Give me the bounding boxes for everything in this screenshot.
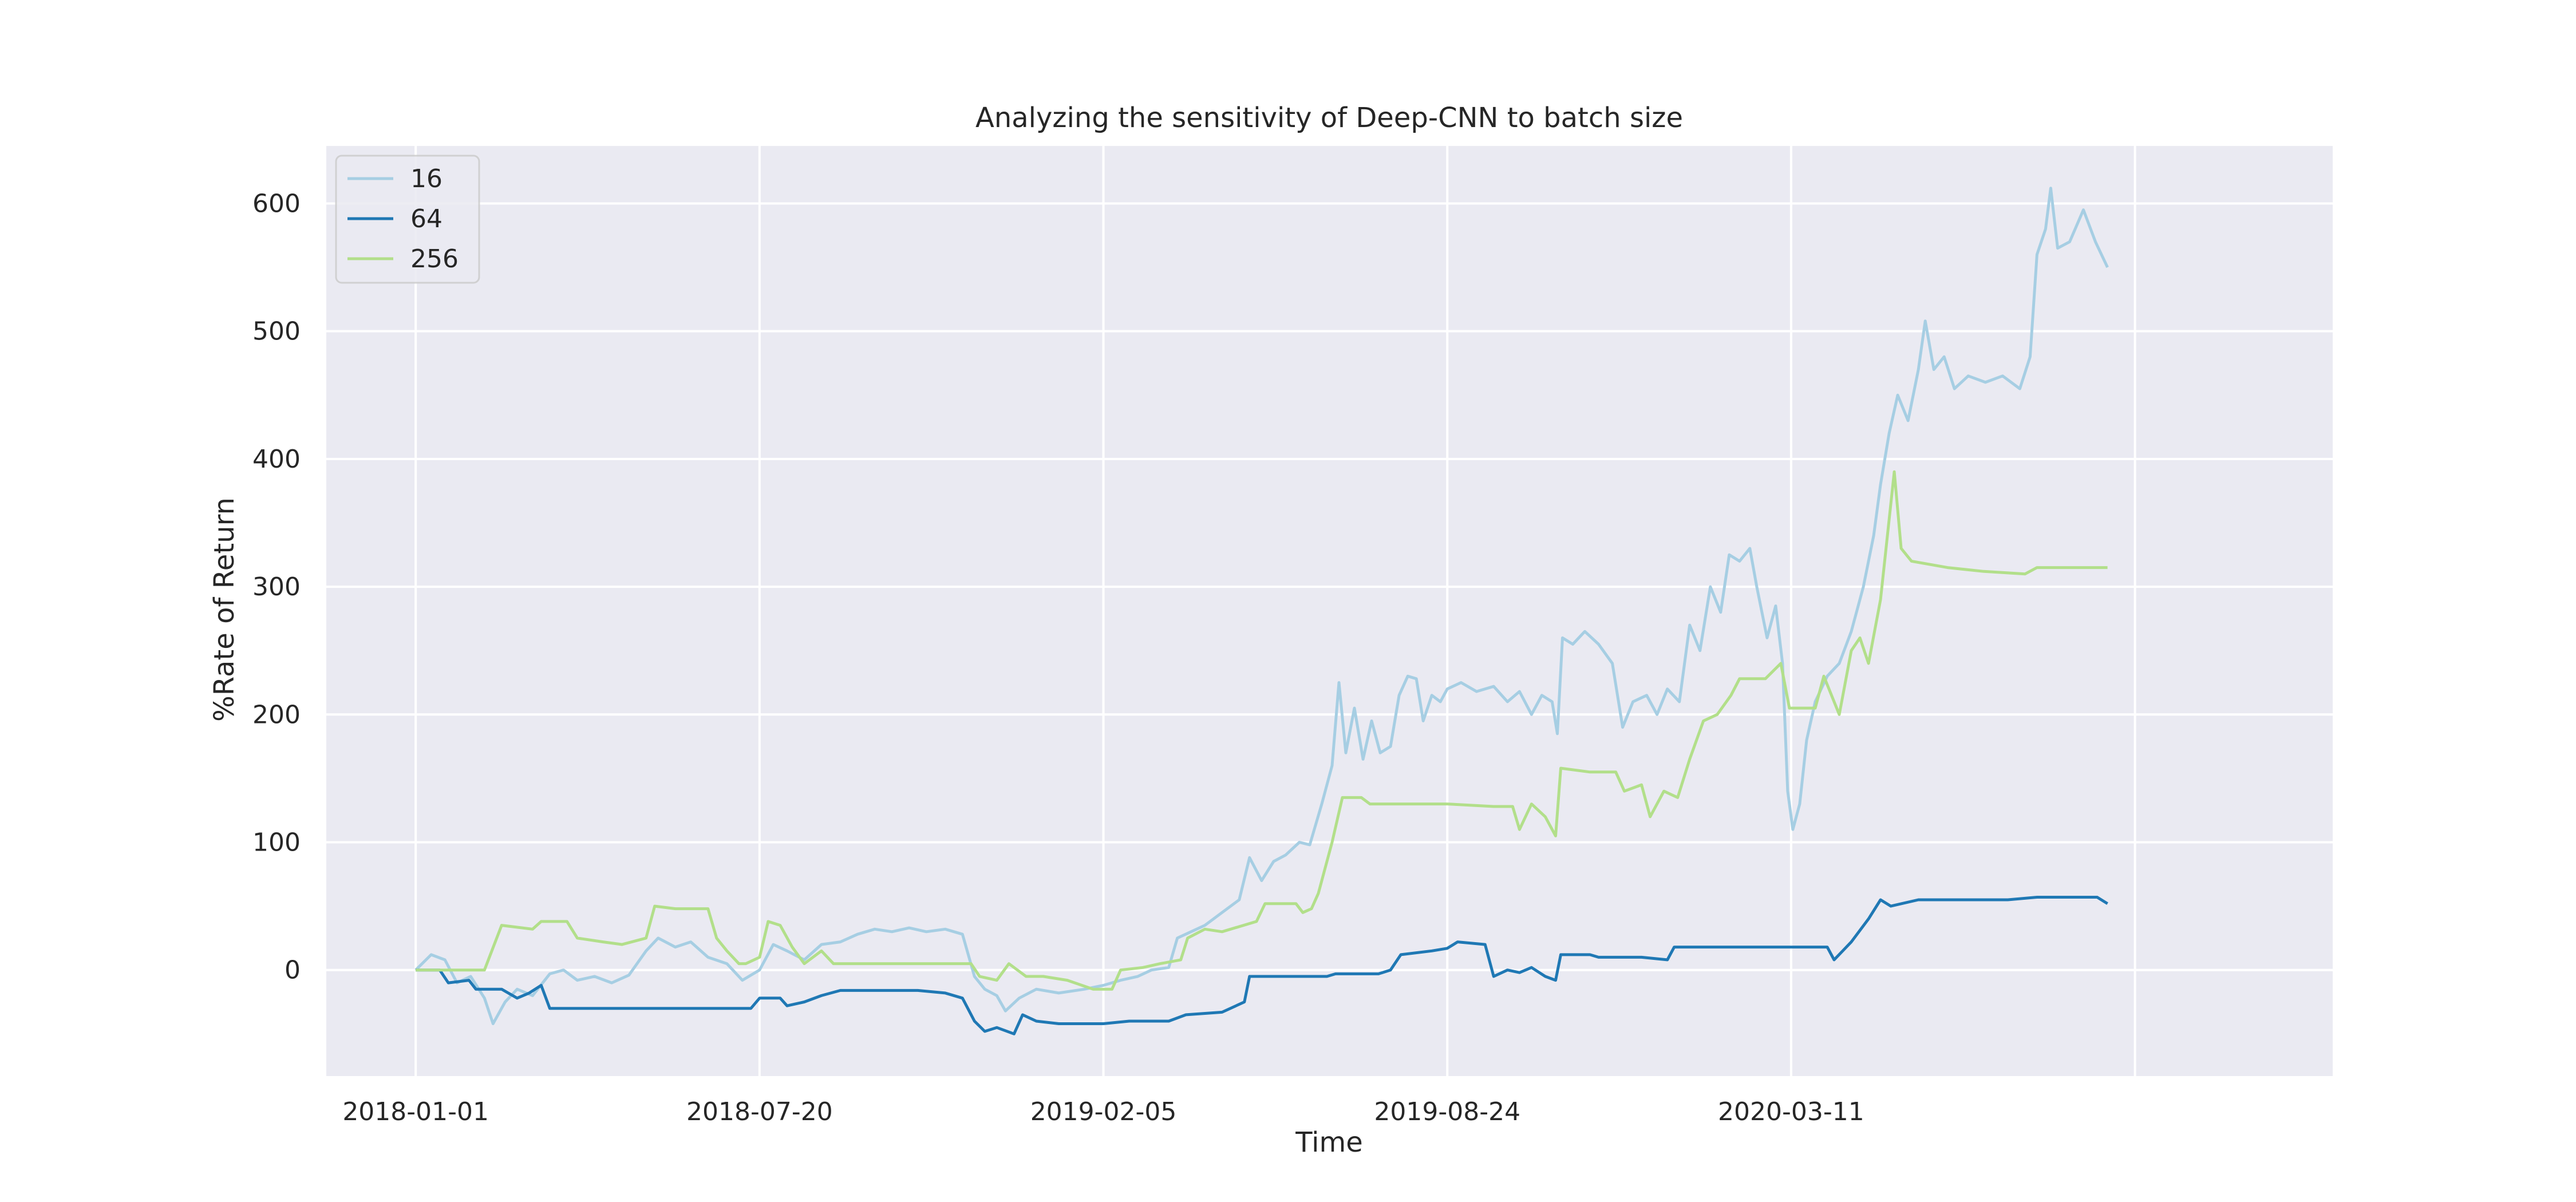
x-tick-label: 2018-01-01 (342, 1097, 489, 1126)
y-tick-label: 600 (252, 189, 301, 218)
x-axis-label: Time (1295, 1126, 1362, 1158)
y-tick-label: 200 (252, 700, 301, 729)
x-tick-label: 2019-08-24 (1374, 1097, 1520, 1126)
legend-box (335, 155, 480, 284)
legend-label-256: 256 (410, 244, 459, 274)
y-tick-label: 400 (252, 445, 301, 474)
y-tick-label: 0 (285, 956, 301, 985)
x-tick-label: 2020-03-11 (1718, 1097, 1864, 1126)
chart-title: Analyzing the sensitivity of Deep-CNN to… (975, 102, 1683, 134)
y-tick-label: 300 (252, 572, 301, 602)
y-tick-label: 100 (252, 828, 301, 857)
y-tick-label: 500 (252, 317, 301, 346)
legend-label-64: 64 (410, 204, 442, 234)
series-line-256 (416, 470, 2108, 991)
x-tick-label: 2018-07-20 (686, 1097, 833, 1126)
series-line-64 (416, 896, 2108, 1035)
x-tick-label: 2019-02-05 (1030, 1097, 1177, 1126)
legend-label-16: 16 (410, 164, 442, 193)
series-line-16 (414, 187, 2109, 1025)
plot-area: 2018-01-01 2018-07-20 2019-02-05 2019-08-24… (252, 146, 2333, 1126)
legend: 16 64 256 (335, 155, 480, 284)
y-axis-label: %Rate of Return (208, 497, 240, 722)
plot-background (326, 146, 2333, 1076)
